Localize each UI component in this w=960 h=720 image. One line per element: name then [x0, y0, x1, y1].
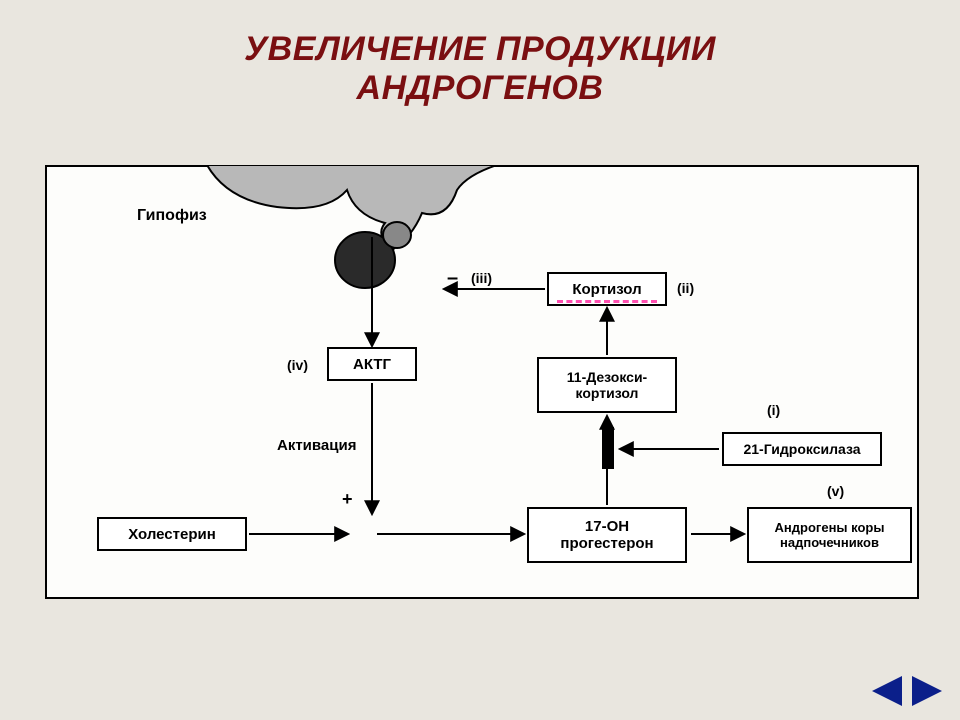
arrow-layer — [47, 167, 917, 597]
diagram-frame: Гипофиз Кортизол АКТГ 11-Дезокси- кортиз… — [45, 165, 919, 599]
nav-controls — [872, 676, 942, 706]
nav-next-icon[interactable] — [912, 676, 942, 706]
slide-title: УВЕЛИЧЕНИЕ ПРОДУКЦИИ АНДРОГЕНОВ — [0, 30, 960, 108]
nav-prev-icon[interactable] — [872, 676, 902, 706]
